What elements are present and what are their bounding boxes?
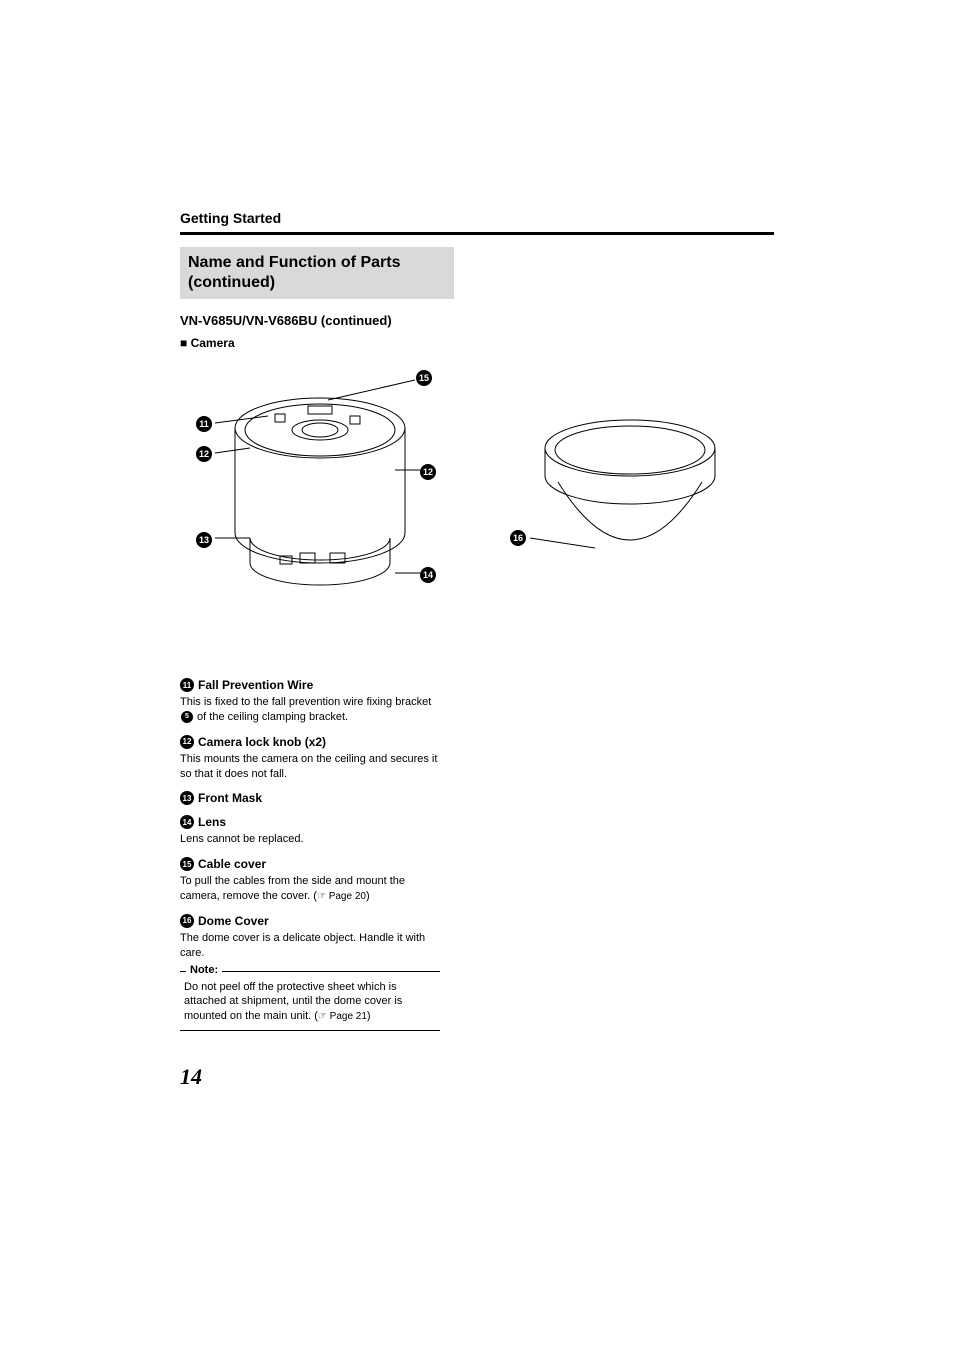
item-num-11: 11 — [180, 678, 194, 692]
camera-body-diagram: 11 12 12 13 14 15 — [180, 358, 440, 618]
item-12: 12 Camera lock knob (x2) This mounts the… — [180, 735, 440, 782]
item-num-16: 16 — [180, 914, 194, 928]
callout-12-left: 12 — [196, 444, 212, 462]
item-13: 13 Front Mask — [180, 791, 440, 805]
item-title-15: Cable cover — [198, 857, 266, 871]
item-title-14: Lens — [198, 815, 226, 829]
page-number: 14 — [180, 1064, 202, 1090]
item-title-12: Camera lock knob (x2) — [198, 735, 326, 749]
note-body: Do not peel off the protective sheet whi… — [180, 976, 440, 1025]
diagram-row: 11 12 12 13 14 15 16 — [180, 358, 774, 618]
note-box: Note: Do not peel off the protective she… — [180, 971, 440, 1032]
callout-16: 16 — [510, 528, 526, 546]
section-divider — [180, 232, 774, 235]
page-title: Name and Function of Parts (continued) — [180, 247, 454, 299]
item-16: 16 Dome Cover The dome cover is a delica… — [180, 914, 440, 961]
item-num-14: 14 — [180, 815, 194, 829]
item-title-13: Front Mask — [198, 791, 262, 805]
item-title-16: Dome Cover — [198, 914, 269, 928]
item-body-14: Lens cannot be replaced. — [180, 832, 440, 847]
dome-cover-svg — [500, 398, 740, 618]
camera-body-svg — [180, 358, 440, 618]
callout-12-right: 12 — [420, 462, 436, 480]
item-num-15: 15 — [180, 857, 194, 871]
item-15: 15 Cable cover To pull the cables from t… — [180, 857, 440, 904]
dome-cover-diagram: 16 — [500, 398, 740, 618]
item-body-11: This is fixed to the fall prevention wir… — [180, 695, 440, 725]
item-title-11: Fall Prevention Wire — [198, 678, 313, 692]
note-label: Note: — [186, 964, 222, 976]
item-11: 11 Fall Prevention Wire This is fixed to… — [180, 678, 440, 725]
callout-15: 15 — [416, 368, 432, 386]
camera-label: Camera — [180, 336, 774, 350]
description-column: 11 Fall Prevention Wire This is fixed to… — [180, 678, 440, 1031]
item-14: 14 Lens Lens cannot be replaced. — [180, 815, 440, 847]
callout-11: 11 — [196, 414, 212, 432]
item-body-15: To pull the cables from the side and mou… — [180, 874, 440, 904]
item-num-12: 12 — [180, 735, 194, 749]
inline-ref-5: 5 — [181, 711, 193, 723]
item-body-12: This mounts the camera on the ceiling an… — [180, 752, 440, 782]
item-body-16: The dome cover is a delicate object. Han… — [180, 931, 440, 961]
section-header: Getting Started — [180, 210, 774, 226]
callout-13: 13 — [196, 530, 212, 548]
item-num-13: 13 — [180, 791, 194, 805]
model-subtitle: VN-V685U/VN-V686BU (continued) — [180, 313, 774, 328]
callout-14: 14 — [420, 565, 436, 583]
